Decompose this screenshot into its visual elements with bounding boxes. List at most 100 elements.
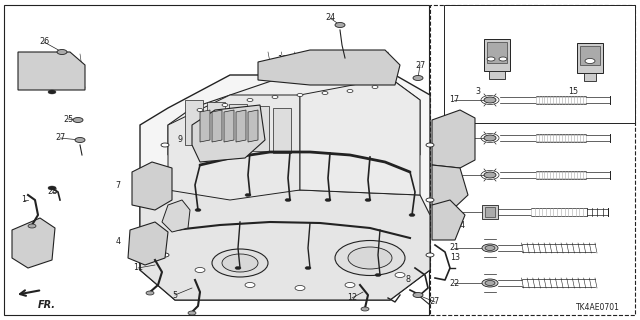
Polygon shape (258, 50, 400, 85)
Circle shape (195, 209, 201, 212)
Polygon shape (248, 110, 258, 142)
Text: 14: 14 (455, 220, 465, 229)
Circle shape (161, 198, 169, 202)
Circle shape (484, 135, 496, 141)
Bar (4, 5, 429, 315)
Polygon shape (140, 75, 430, 300)
Circle shape (48, 186, 56, 190)
Circle shape (235, 267, 241, 269)
Text: 9: 9 (177, 135, 182, 145)
Circle shape (195, 268, 205, 273)
Circle shape (146, 291, 154, 295)
Circle shape (245, 283, 255, 287)
Bar (580, 46, 600, 65)
Circle shape (372, 85, 378, 89)
Circle shape (197, 108, 203, 111)
Circle shape (57, 50, 67, 54)
Circle shape (426, 198, 434, 202)
Bar (485, 207, 495, 217)
Text: 22: 22 (449, 278, 459, 287)
Text: 19: 19 (449, 171, 459, 180)
Text: 24: 24 (325, 13, 335, 22)
Text: 27: 27 (430, 298, 440, 307)
Circle shape (484, 97, 496, 103)
Polygon shape (200, 110, 210, 142)
Circle shape (188, 311, 196, 315)
Bar (482, 205, 498, 219)
Text: 15: 15 (568, 87, 578, 97)
Circle shape (345, 283, 355, 287)
Polygon shape (484, 39, 510, 71)
Circle shape (482, 279, 498, 287)
Circle shape (212, 249, 268, 277)
Polygon shape (577, 43, 603, 73)
Text: 17: 17 (449, 95, 459, 105)
Bar (273, 108, 291, 153)
Polygon shape (192, 105, 265, 162)
Polygon shape (18, 52, 85, 90)
Circle shape (222, 254, 258, 272)
Text: 18: 18 (449, 133, 459, 142)
Circle shape (487, 57, 495, 61)
Text: 1: 1 (22, 196, 26, 204)
Circle shape (295, 285, 305, 291)
Circle shape (161, 143, 169, 147)
Circle shape (272, 95, 278, 99)
Text: 26: 26 (39, 37, 49, 46)
Circle shape (409, 213, 415, 217)
Bar (251, 106, 269, 151)
Text: 23: 23 (173, 215, 183, 225)
Polygon shape (432, 200, 465, 240)
Circle shape (499, 57, 507, 61)
Circle shape (322, 92, 328, 94)
Circle shape (395, 273, 405, 277)
Circle shape (335, 241, 405, 276)
Circle shape (247, 99, 253, 101)
Circle shape (485, 245, 495, 251)
Bar (444, 5, 635, 123)
Polygon shape (584, 73, 596, 81)
Circle shape (348, 247, 392, 269)
Text: 27: 27 (55, 133, 65, 142)
Text: 7: 7 (115, 180, 120, 189)
Bar (487, 42, 507, 63)
Text: 28: 28 (47, 188, 57, 196)
Polygon shape (236, 110, 246, 142)
Circle shape (365, 198, 371, 202)
Polygon shape (300, 78, 420, 195)
Text: 5: 5 (172, 291, 177, 300)
Text: FR.: FR. (38, 300, 56, 310)
Text: 13: 13 (450, 253, 460, 262)
Circle shape (361, 307, 369, 311)
Polygon shape (432, 165, 468, 210)
Text: TK4AE0701: TK4AE0701 (576, 303, 620, 313)
Polygon shape (432, 110, 475, 168)
Text: 10: 10 (277, 55, 287, 65)
Text: 21: 21 (449, 244, 459, 252)
Bar (185, 100, 203, 145)
Text: 6: 6 (458, 143, 463, 153)
Bar (207, 102, 225, 147)
Circle shape (222, 103, 228, 107)
Circle shape (585, 59, 595, 63)
Circle shape (485, 281, 495, 285)
Text: 20: 20 (449, 207, 459, 217)
Circle shape (161, 253, 169, 257)
Text: 3: 3 (476, 87, 481, 97)
Text: 4: 4 (115, 237, 120, 246)
Circle shape (75, 138, 85, 142)
Circle shape (297, 93, 303, 97)
Text: 25: 25 (63, 115, 73, 124)
Circle shape (484, 172, 496, 178)
Circle shape (305, 267, 311, 269)
Circle shape (28, 224, 36, 228)
Text: 2: 2 (15, 230, 20, 239)
Circle shape (375, 274, 381, 276)
Bar (229, 104, 247, 149)
Text: 11: 11 (133, 263, 143, 273)
Polygon shape (140, 190, 430, 300)
Circle shape (426, 253, 434, 257)
Circle shape (245, 194, 251, 196)
Polygon shape (168, 78, 420, 155)
Text: 16: 16 (27, 68, 37, 76)
